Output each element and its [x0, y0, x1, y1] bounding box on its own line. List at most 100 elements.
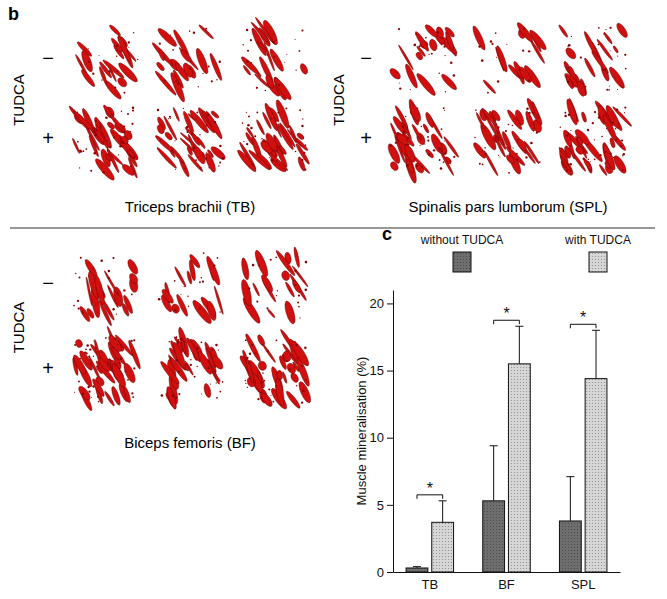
ct-image: [240, 17, 309, 102]
ct-streak: [190, 298, 214, 325]
ct-speck: [131, 294, 133, 296]
ct-speck: [605, 68, 607, 70]
ct-speck: [207, 114, 209, 116]
ct-streak: [495, 45, 509, 73]
x-axis-line: [394, 572, 621, 573]
ct-streak: [261, 19, 280, 47]
factor-label: TUDCA: [10, 302, 27, 354]
ct-speck: [243, 141, 244, 142]
ct-speck: [288, 125, 290, 127]
factor-label: TUDCA: [10, 74, 27, 126]
ct-image: [558, 22, 630, 98]
ct-speck: [85, 148, 87, 150]
ct-speck: [598, 27, 600, 29]
ct-speck: [407, 137, 409, 139]
ct-speck: [248, 363, 250, 365]
ct-streak: [505, 154, 516, 165]
ct-speck: [567, 46, 568, 47]
ct-speck: [605, 151, 607, 153]
ct-speck: [532, 112, 534, 114]
ct-speck: [295, 39, 296, 40]
ct-speck: [128, 47, 129, 48]
ct-speck: [214, 121, 216, 123]
ct-streak: [285, 390, 302, 410]
ct-speck: [171, 150, 173, 152]
ct-speck: [198, 86, 199, 87]
ct-speck: [174, 309, 177, 312]
ct-speck: [79, 167, 80, 168]
ct-speck: [276, 295, 277, 296]
ct-speck: [157, 109, 159, 111]
ct-speck: [93, 269, 94, 270]
ct-speck: [276, 339, 278, 341]
ct-streak: [443, 136, 460, 158]
ct-speck: [171, 37, 172, 38]
ct-speck: [123, 92, 125, 94]
ct-speck: [602, 69, 604, 71]
ct-speck: [177, 83, 179, 85]
ct-streak: [515, 137, 528, 151]
ct-speck: [613, 157, 614, 158]
ct-streak: [429, 132, 445, 154]
ct-speck: [193, 31, 195, 33]
ct-speck: [428, 153, 431, 156]
ct-speck: [497, 126, 500, 129]
ct-speck: [295, 69, 296, 70]
ct-speck: [193, 147, 195, 149]
ct-speck: [482, 164, 484, 166]
ct-speck: [302, 159, 304, 161]
error-stem: [519, 326, 520, 364]
ct-speck: [169, 341, 171, 343]
ct-speck: [405, 116, 407, 118]
ct-streak: [180, 337, 186, 354]
ct-speck: [250, 39, 252, 41]
ct-speck: [288, 368, 290, 370]
ct-speck: [133, 156, 135, 158]
ct-speck: [419, 45, 421, 47]
ct-speck: [284, 62, 285, 63]
ct-speck: [178, 371, 180, 373]
ct-speck: [285, 107, 287, 109]
ct-speck: [208, 65, 210, 67]
ct-streak: [562, 129, 574, 148]
ct-speck: [269, 157, 270, 158]
ct-streak: [122, 386, 131, 404]
ct-streak: [256, 334, 266, 347]
ct-speck: [218, 165, 220, 167]
ct-speck: [213, 264, 215, 266]
ct-streak: [181, 62, 194, 79]
x-tick-label: SPL: [571, 577, 596, 592]
y-tick-mark: [387, 505, 393, 506]
ct-speck: [113, 132, 115, 134]
legend-swatch: [453, 252, 471, 272]
ct-streak: [191, 144, 208, 165]
ct-speck: [217, 257, 219, 259]
ct-speck: [91, 397, 92, 398]
ct-speck: [92, 129, 94, 131]
ct-speck: [267, 350, 269, 352]
ct-speck: [273, 56, 275, 58]
ct-image: [154, 106, 227, 178]
ct-speck: [482, 150, 484, 152]
ct-streak: [583, 31, 600, 60]
ct-streak: [266, 151, 288, 172]
ct-speck: [421, 165, 423, 167]
ct-streak: [163, 115, 178, 140]
ct-speck: [120, 358, 122, 360]
ct-speck: [299, 50, 301, 52]
ct-image: [388, 23, 459, 97]
ct-speck: [427, 139, 429, 141]
ct-speck: [399, 87, 401, 89]
ct-speck: [246, 112, 247, 113]
ct-streak: [240, 279, 254, 307]
ct-speck: [525, 156, 527, 158]
ct-speck: [624, 54, 626, 56]
ct-speck: [439, 159, 441, 161]
ct-speck: [622, 169, 624, 171]
ct-speck: [112, 308, 114, 310]
ct-speck: [441, 128, 443, 130]
ct-streak: [401, 122, 413, 140]
ct-speck: [608, 89, 610, 91]
ct-speck: [499, 156, 500, 157]
ct-speck: [481, 59, 484, 62]
